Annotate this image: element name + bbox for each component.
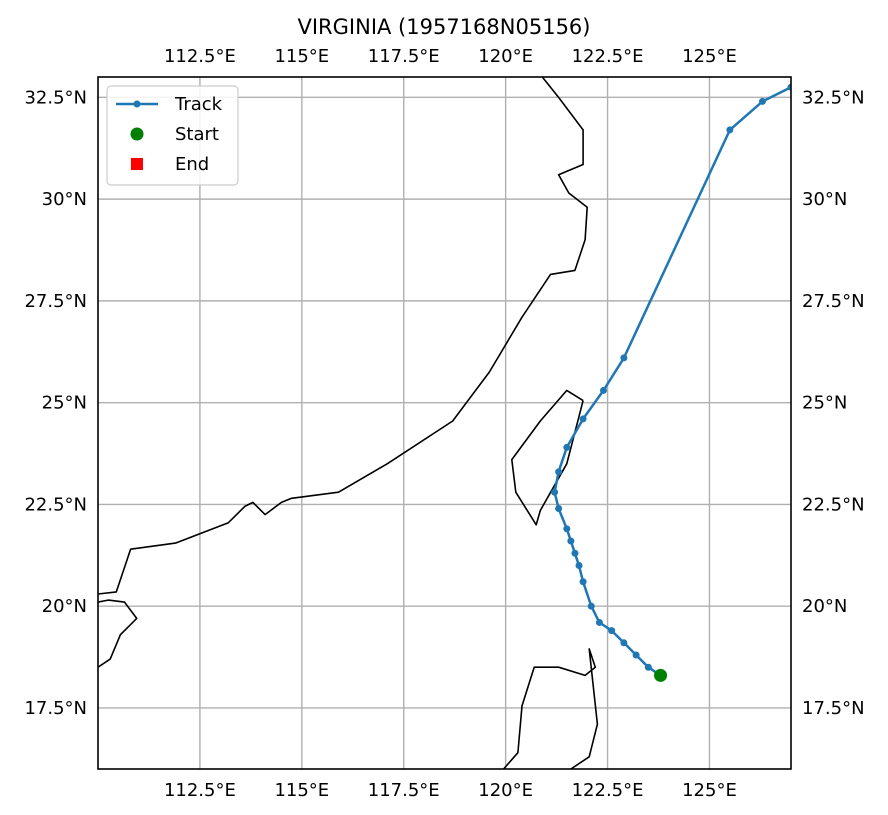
- track-point: [758, 97, 766, 105]
- map-frame: [97, 76, 792, 770]
- lon-tick-label-top: 112.5°E: [164, 46, 236, 67]
- track-point: [555, 504, 563, 512]
- lat-tick-label-right: 30°N: [802, 189, 847, 210]
- lat-tick-label-right: 25°N: [802, 393, 847, 414]
- track-point: [571, 549, 579, 557]
- track-point: [579, 415, 587, 423]
- start-marker: [654, 668, 668, 682]
- track-point: [567, 537, 575, 545]
- legend-end-marker: [131, 158, 143, 170]
- legend-label-track: Track: [174, 94, 223, 115]
- lon-tick-label-top: 115°E: [274, 46, 329, 67]
- lon-tick-label-top: 122.5°E: [572, 46, 644, 67]
- track-point: [555, 468, 563, 476]
- track-point: [595, 618, 603, 626]
- lon-tick-label-bottom: 120°E: [478, 780, 533, 801]
- legend-track-marker: [133, 100, 141, 108]
- lat-tick-label-left: 27.5°N: [24, 291, 87, 312]
- track-point: [608, 627, 616, 635]
- axis-ticks: 112.5°E 112.5°E 115°E 115°E 117.5°E 117.5°E 12…: [24, 46, 864, 801]
- lat-tick-label-left: 32.5°N: [24, 87, 87, 108]
- lat-tick-label-left: 20°N: [42, 596, 87, 617]
- lat-tick-label-left: 22.5°N: [24, 494, 87, 515]
- lon-tick-label-top: 125°E: [682, 46, 737, 67]
- coastline-hainan: [98, 599, 138, 668]
- lat-tick-label-right: 27.5°N: [802, 291, 865, 312]
- lat-tick-label-left: 30°N: [42, 189, 87, 210]
- storm-track: [551, 83, 791, 682]
- track-line: [553, 86, 791, 677]
- lon-tick-label-top: 120°E: [478, 46, 533, 67]
- track-point: [620, 354, 628, 362]
- lon-tick-label-bottom: 115°E: [274, 780, 329, 801]
- lat-tick-label-left: 17.5°N: [24, 698, 87, 719]
- coastline-luzon: [502, 648, 599, 769]
- track-point: [599, 386, 607, 394]
- chart-title: VIRGINIA (1957168N05156): [298, 15, 591, 39]
- legend-start-marker: [130, 127, 144, 141]
- lat-tick-label-right: 20°N: [802, 596, 847, 617]
- lon-tick-label-bottom: 122.5°E: [572, 780, 644, 801]
- track-point: [587, 602, 595, 610]
- legend: Track Start End: [106, 85, 239, 186]
- lat-tick-label-right: 17.5°N: [802, 698, 865, 719]
- lon-tick-label-top: 117.5°E: [368, 46, 440, 67]
- track-point: [579, 578, 587, 586]
- lat-tick-label-right: 22.5°N: [802, 494, 865, 515]
- lon-tick-label-bottom: 125°E: [682, 780, 737, 801]
- track-point: [726, 126, 734, 134]
- track-point: [563, 525, 571, 533]
- track-point: [620, 639, 628, 647]
- lon-tick-label-bottom: 112.5°E: [164, 780, 236, 801]
- lon-tick-label-bottom: 117.5°E: [368, 780, 440, 801]
- track-point: [787, 83, 791, 91]
- track-point: [632, 651, 640, 659]
- gridlines: [98, 77, 791, 769]
- lat-tick-label-right: 32.5°N: [802, 87, 865, 108]
- coastline-mainland-china: [98, 77, 589, 595]
- legend-label-start: Start: [175, 124, 219, 145]
- track-point: [644, 663, 652, 671]
- lat-tick-label-left: 25°N: [42, 393, 87, 414]
- track-point: [575, 561, 583, 569]
- track-point: [563, 443, 571, 451]
- track-point: [551, 488, 559, 496]
- legend-label-end: End: [175, 154, 209, 175]
